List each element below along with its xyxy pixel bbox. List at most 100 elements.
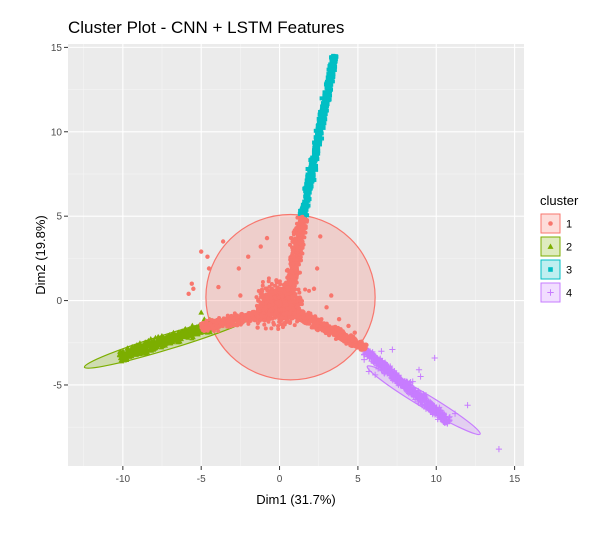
data-point bbox=[296, 287, 301, 292]
data-point bbox=[295, 215, 300, 220]
data-point bbox=[306, 181, 311, 186]
data-point bbox=[318, 327, 323, 332]
data-point bbox=[315, 140, 320, 145]
data-point bbox=[308, 180, 313, 185]
data-point bbox=[378, 348, 385, 355]
data-point bbox=[322, 106, 327, 111]
data-point bbox=[185, 332, 191, 337]
data-point bbox=[298, 249, 303, 254]
data-point bbox=[229, 313, 234, 318]
data-point bbox=[305, 166, 310, 171]
data-point bbox=[393, 378, 399, 384]
data-point bbox=[433, 405, 440, 412]
data-point bbox=[267, 303, 272, 308]
data-point bbox=[288, 242, 293, 247]
data-point bbox=[305, 312, 310, 317]
data-point bbox=[284, 302, 289, 307]
y-axis-title: Dim2 (19.8%) bbox=[33, 215, 48, 294]
data-point bbox=[295, 314, 300, 319]
data-point bbox=[239, 316, 244, 321]
data-point bbox=[288, 256, 293, 261]
data-point bbox=[302, 209, 307, 214]
data-point bbox=[260, 283, 265, 288]
data-point bbox=[330, 79, 335, 84]
data-point bbox=[316, 124, 321, 129]
data-point bbox=[415, 400, 422, 406]
x-tick-label: 10 bbox=[431, 474, 443, 485]
data-point bbox=[318, 126, 323, 131]
legend-label-4: 4 bbox=[566, 288, 572, 300]
data-point bbox=[327, 89, 332, 94]
data-point bbox=[255, 314, 260, 319]
data-point bbox=[365, 349, 372, 355]
data-point bbox=[167, 339, 173, 345]
data-point bbox=[262, 322, 267, 327]
data-point bbox=[388, 371, 394, 377]
data-point bbox=[315, 157, 320, 162]
data-point bbox=[319, 131, 324, 136]
data-point bbox=[319, 96, 324, 101]
data-point bbox=[290, 296, 295, 301]
data-point bbox=[216, 328, 221, 333]
data-point bbox=[163, 339, 169, 345]
data-point bbox=[312, 140, 317, 145]
data-point bbox=[432, 410, 439, 417]
data-point bbox=[204, 325, 209, 330]
data-point bbox=[344, 341, 349, 346]
data-point bbox=[251, 316, 256, 321]
data-point bbox=[292, 323, 297, 328]
data-point bbox=[259, 300, 264, 305]
data-point bbox=[205, 254, 210, 259]
legend: cluster 1 2 3 4 bbox=[540, 193, 579, 303]
data-point bbox=[134, 344, 140, 350]
data-point bbox=[230, 320, 235, 325]
data-point bbox=[300, 223, 305, 228]
data-point bbox=[152, 334, 159, 340]
data-point bbox=[216, 318, 221, 323]
data-point bbox=[210, 324, 215, 329]
data-point bbox=[427, 409, 434, 415]
y-tick-label: 10 bbox=[51, 127, 63, 138]
data-point bbox=[345, 335, 350, 340]
data-point bbox=[197, 328, 203, 334]
data-point bbox=[316, 120, 321, 125]
data-point bbox=[322, 103, 327, 108]
data-point bbox=[249, 311, 254, 317]
data-point bbox=[126, 348, 132, 354]
data-point bbox=[307, 319, 312, 324]
chart-title: Cluster Plot - CNN + LSTM Features bbox=[68, 18, 344, 37]
data-point bbox=[311, 286, 317, 291]
data-point bbox=[263, 326, 268, 331]
data-point bbox=[464, 402, 471, 409]
data-point bbox=[118, 351, 124, 356]
data-point bbox=[154, 340, 160, 346]
y-tick-label: 0 bbox=[56, 296, 62, 307]
data-point bbox=[132, 349, 138, 354]
data-point bbox=[307, 288, 312, 293]
data-point bbox=[165, 333, 171, 339]
data-point bbox=[346, 323, 351, 329]
data-point bbox=[296, 306, 301, 311]
data-point bbox=[271, 322, 276, 327]
data-point bbox=[297, 241, 302, 246]
data-point bbox=[380, 360, 386, 367]
data-point bbox=[139, 350, 145, 356]
data-point bbox=[313, 153, 318, 158]
data-point bbox=[288, 320, 293, 325]
data-point bbox=[297, 290, 302, 295]
data-point bbox=[186, 291, 191, 297]
data-point bbox=[269, 326, 274, 331]
series-cluster-4 bbox=[361, 346, 503, 453]
data-point bbox=[495, 446, 503, 453]
data-point bbox=[277, 287, 282, 292]
data-point bbox=[248, 318, 253, 323]
data-point bbox=[324, 305, 329, 310]
data-point bbox=[284, 291, 289, 296]
data-point bbox=[350, 338, 355, 343]
data-point bbox=[357, 342, 362, 347]
data-point bbox=[136, 341, 142, 347]
data-point bbox=[238, 293, 243, 298]
data-point bbox=[317, 132, 322, 137]
data-point bbox=[191, 286, 196, 291]
data-point bbox=[232, 311, 237, 316]
